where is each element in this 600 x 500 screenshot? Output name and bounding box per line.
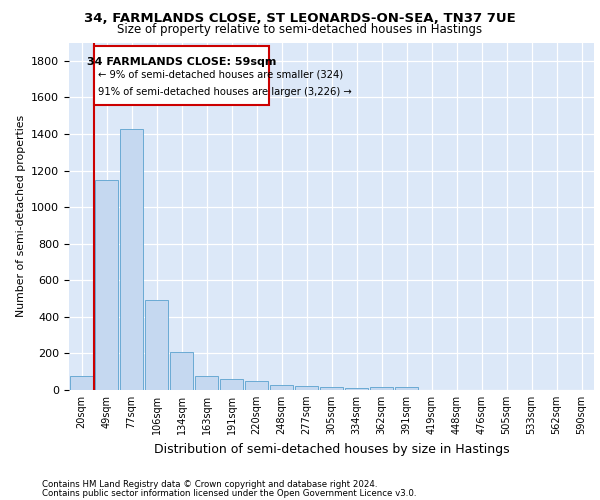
Y-axis label: Number of semi-detached properties: Number of semi-detached properties <box>16 115 26 318</box>
Bar <box>370 388 394 390</box>
Bar <box>269 384 293 390</box>
Bar <box>194 376 218 390</box>
X-axis label: Distribution of semi-detached houses by size in Hastings: Distribution of semi-detached houses by … <box>154 442 509 456</box>
Text: Contains HM Land Registry data © Crown copyright and database right 2024.: Contains HM Land Registry data © Crown c… <box>42 480 377 489</box>
Bar <box>320 388 343 390</box>
Bar <box>119 130 143 390</box>
Text: Contains public sector information licensed under the Open Government Licence v3: Contains public sector information licen… <box>42 488 416 498</box>
Bar <box>295 386 319 390</box>
Bar <box>70 376 94 390</box>
Text: 91% of semi-detached houses are larger (3,226) →: 91% of semi-detached houses are larger (… <box>98 87 352 97</box>
Text: ← 9% of semi-detached houses are smaller (324): ← 9% of semi-detached houses are smaller… <box>98 70 343 80</box>
Bar <box>95 180 118 390</box>
Bar <box>220 379 244 390</box>
Bar <box>145 300 169 390</box>
Text: 34 FARMLANDS CLOSE: 59sqm: 34 FARMLANDS CLOSE: 59sqm <box>87 57 276 67</box>
Text: 34, FARMLANDS CLOSE, ST LEONARDS-ON-SEA, TN37 7UE: 34, FARMLANDS CLOSE, ST LEONARDS-ON-SEA,… <box>84 12 516 26</box>
Bar <box>245 381 268 390</box>
Bar <box>395 388 418 390</box>
Text: Size of property relative to semi-detached houses in Hastings: Size of property relative to semi-detach… <box>118 22 482 36</box>
Bar <box>170 352 193 390</box>
FancyBboxPatch shape <box>94 46 269 104</box>
Bar <box>344 388 368 390</box>
